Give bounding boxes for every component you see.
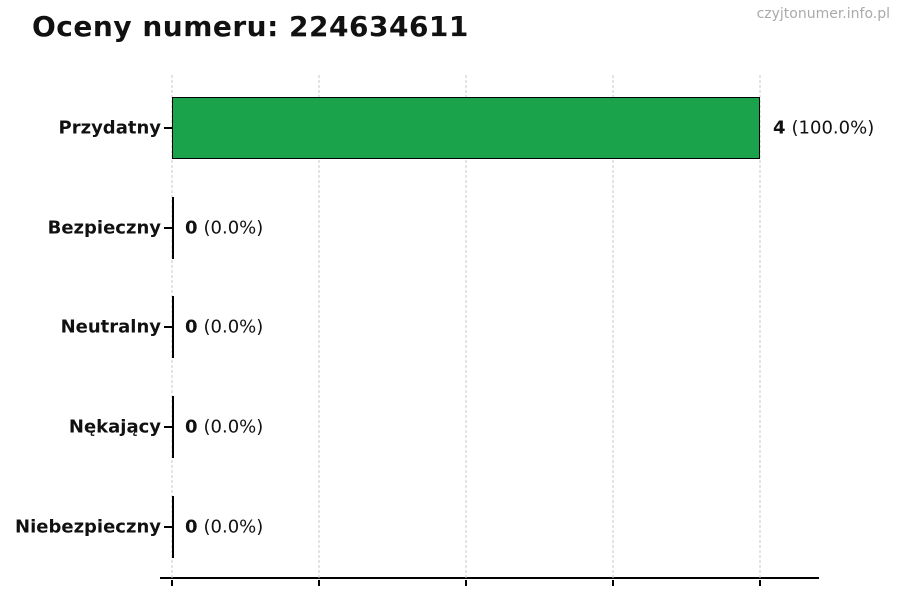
- chart-title: Oceny numeru: 224634611: [32, 10, 469, 43]
- x-axis-tick: [318, 580, 320, 586]
- value-count: 0: [185, 217, 198, 239]
- value-percentage: (100.0%): [791, 117, 875, 139]
- y-axis-tick: [164, 127, 172, 129]
- gridline: [612, 75, 614, 578]
- gridline: [318, 75, 320, 578]
- value-percentage: (0.0%): [203, 316, 264, 338]
- value-count: 0: [185, 516, 198, 538]
- value-count: 0: [185, 316, 198, 338]
- y-axis-tick: [164, 326, 172, 328]
- value-percentage: (0.0%): [203, 416, 264, 438]
- value-percentage: (0.0%): [203, 516, 264, 538]
- y-axis-tick: [164, 227, 172, 229]
- y-axis-tick: [164, 426, 172, 428]
- value-label: 0 (0.0%): [185, 417, 263, 438]
- y-axis-tick: [164, 526, 172, 528]
- value-label: 0 (0.0%): [185, 517, 263, 538]
- category-label: Bezpieczny: [47, 217, 161, 239]
- value-percentage: (0.0%): [203, 217, 264, 239]
- bar: [172, 197, 174, 259]
- bar-row-przydatny: Przydatny 4 (100.0%): [59, 97, 874, 159]
- gridline: [759, 75, 761, 578]
- value-label: 0 (0.0%): [185, 218, 263, 239]
- x-axis-tick: [612, 580, 614, 586]
- x-axis-line: [160, 577, 819, 579]
- bar-row-nekajacy: Nękający 0 (0.0%): [69, 396, 760, 458]
- category-label: Nękający: [68, 416, 161, 438]
- bar-row-neutralny: Neutralny 0 (0.0%): [61, 296, 760, 358]
- bar-row-niebezpieczny: Niebezpieczny 0 (0.0%): [15, 496, 760, 558]
- watermark: czyjtonumer.info.pl: [756, 6, 890, 22]
- x-axis-tick: [171, 580, 173, 586]
- value-label: 4 (100.0%): [773, 118, 874, 139]
- value-count: 0: [185, 416, 198, 438]
- bar-row-bezpieczny: Bezpieczny 0 (0.0%): [48, 197, 760, 259]
- bar: [172, 496, 174, 558]
- category-label: Niebezpieczny: [15, 516, 161, 538]
- value-count: 4: [773, 117, 786, 139]
- value-label: 0 (0.0%): [185, 317, 263, 338]
- gridline: [465, 75, 467, 578]
- x-axis-tick: [759, 580, 761, 586]
- bar: [172, 296, 174, 358]
- bar: [172, 97, 760, 159]
- category-label: Neutralny: [60, 316, 161, 338]
- plot-area: Przydatny 4 (100.0%) Bezpieczny 0 (0.0%) N…: [15, 75, 874, 586]
- x-axis-tick: [465, 580, 467, 586]
- bar: [172, 396, 174, 458]
- category-label: Przydatny: [58, 117, 161, 139]
